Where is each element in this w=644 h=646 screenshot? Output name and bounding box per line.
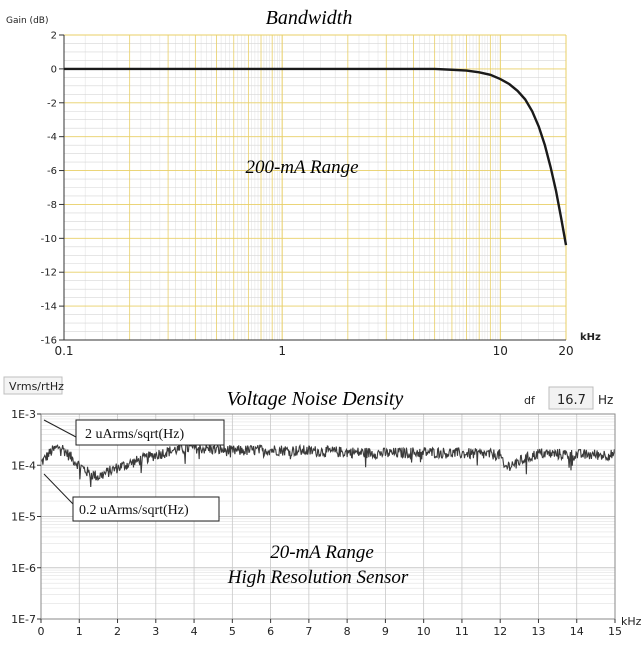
callout-leader-top <box>43 419 77 438</box>
noise-annotation-range: 20-mA Range <box>270 542 374 563</box>
bandwidth-grid <box>63 34 567 341</box>
bandwidth-chart: 20-2-4-6-8-10-12-14-160.1 1 10 20 Bandwidth… <box>6 7 601 358</box>
nd-y-tick-label: 1E-3 <box>11 408 36 421</box>
bw-x-tick-label: 1 <box>278 344 286 358</box>
bandwidth-xlabel: kHz <box>580 332 601 343</box>
bandwidth-annotation: 200-mA Range <box>245 157 358 178</box>
nd-x-tick-label: 6 <box>267 625 274 638</box>
nd-y-tick-label: 1E-4 <box>11 459 36 472</box>
bw-y-tick-label: 0 <box>51 64 57 75</box>
df-value[interactable]: 16.7 <box>557 393 586 408</box>
bw-y-tick-label: -8 <box>47 200 57 211</box>
nd-x-tick-label: 12 <box>493 625 507 638</box>
noise-xlabel: kHz <box>621 615 642 628</box>
noise-trace <box>40 441 616 488</box>
bw-y-tick-label: -10 <box>41 234 57 245</box>
nd-x-tick-label: 10 <box>417 625 431 638</box>
noise-title: Voltage Noise Density <box>227 388 404 410</box>
noise-annotation-sensor: High Resolution Sensor <box>227 567 409 588</box>
bw-y-tick-label: -14 <box>41 302 57 313</box>
bandwidth-tick-labels: 20-2-4-6-8-10-12-14-160.1 1 10 20 <box>41 31 574 359</box>
callout-text-bottom: 0.2 uArms/sqrt(Hz) <box>79 503 189 518</box>
bw-y-tick-label: -12 <box>41 268 57 279</box>
bw-y-tick-label: -4 <box>47 132 57 143</box>
nd-x-tick-label: 13 <box>531 625 545 638</box>
noise-density-chart: Vrms/rtHz Voltage Noise Density df 16.7 … <box>3 376 642 638</box>
bandwidth-title: Bandwidth <box>266 7 353 29</box>
bw-x-tick-label: 20 <box>558 344 573 358</box>
nd-x-tick-label: 4 <box>191 625 198 638</box>
nd-y-tick-label: 1E-7 <box>11 613 36 626</box>
nd-x-tick-label: 0 <box>38 625 45 638</box>
nd-x-tick-label: 14 <box>570 625 584 638</box>
df-label: df <box>524 394 536 407</box>
bw-x-tick-label: 10 <box>493 344 508 358</box>
bw-y-tick-label: -6 <box>47 166 57 177</box>
bandwidth-ylabel: Gain (dB) <box>6 16 48 26</box>
nd-x-tick-label: 9 <box>382 625 389 638</box>
nd-y-tick-label: 1E-5 <box>11 511 36 524</box>
noise-ylabel-box <box>3 376 63 395</box>
nd-x-tick-label: 1 <box>76 625 83 638</box>
bw-x-tick-label: 0.1 <box>54 344 73 358</box>
df-value-box[interactable] <box>548 386 594 410</box>
nd-y-tick-label: 1E-6 <box>11 562 36 575</box>
nd-x-tick-label: 8 <box>344 625 351 638</box>
bw-y-tick-label: -2 <box>47 98 57 109</box>
callout-text-top: 2 uArms/sqrt(Hz) <box>85 427 184 442</box>
noise-tick-labels: 1E-31E-41E-51E-61E-70 1 2 3 4 5 6 7 8 9 10 11 12 13 14… <box>11 408 622 638</box>
nd-x-tick-label: 11 <box>455 625 469 638</box>
callout-box-bottom <box>72 496 220 522</box>
bandwidth-curve <box>64 67 568 246</box>
callout-box-top <box>75 419 225 446</box>
callout-leader-bottom <box>43 473 74 505</box>
nd-x-tick-label: 15 <box>608 625 622 638</box>
nd-x-tick-label: 2 <box>114 625 121 638</box>
bw-y-tick-label: 2 <box>51 31 57 42</box>
nd-x-tick-label: 7 <box>305 625 312 638</box>
bw-y-tick-label: -16 <box>41 336 57 347</box>
noise-ylabel: Vrms/rtHz <box>9 380 64 393</box>
nd-x-tick-label: 3 <box>152 625 159 638</box>
df-unit: Hz <box>598 393 613 407</box>
nd-x-tick-label: 5 <box>229 625 236 638</box>
